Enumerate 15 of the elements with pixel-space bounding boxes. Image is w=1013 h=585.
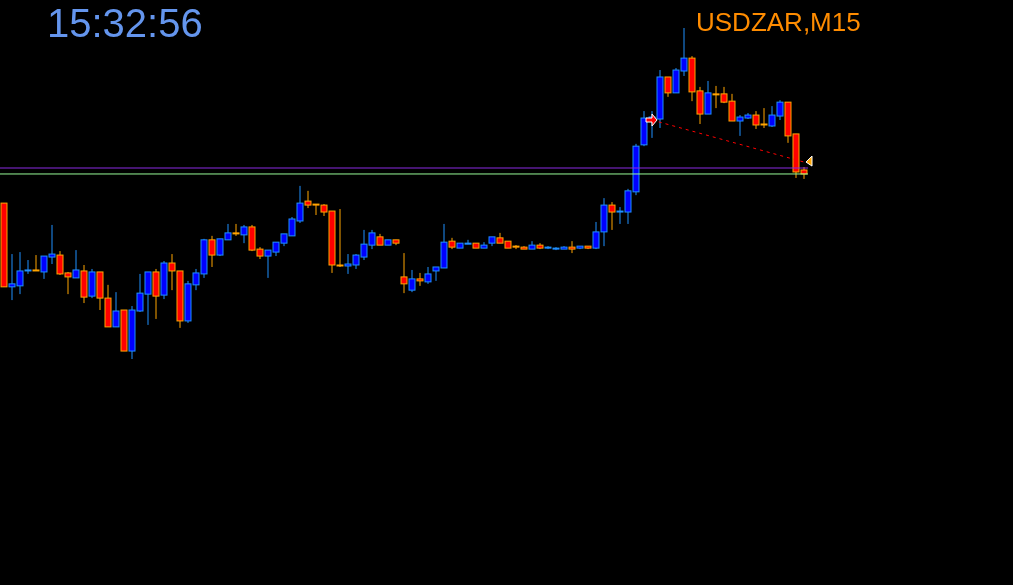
- candlestick: [408, 269, 416, 293]
- candlestick: [240, 224, 248, 244]
- candlestick: [208, 235, 216, 268]
- candlestick: [416, 272, 424, 287]
- candlestick: [72, 249, 80, 279]
- chart-title: USDZAR,M15: [696, 6, 861, 38]
- candlestick: [232, 223, 240, 237]
- candlestick: [400, 252, 408, 294]
- chart-subtitle: 15:32:56: [47, 0, 203, 46]
- candlestick: [704, 80, 712, 115]
- candlestick: [664, 76, 672, 98]
- candlestick: [32, 254, 40, 272]
- candlestick: [608, 201, 616, 231]
- candlestick: [112, 291, 120, 328]
- candlestick: [568, 240, 576, 254]
